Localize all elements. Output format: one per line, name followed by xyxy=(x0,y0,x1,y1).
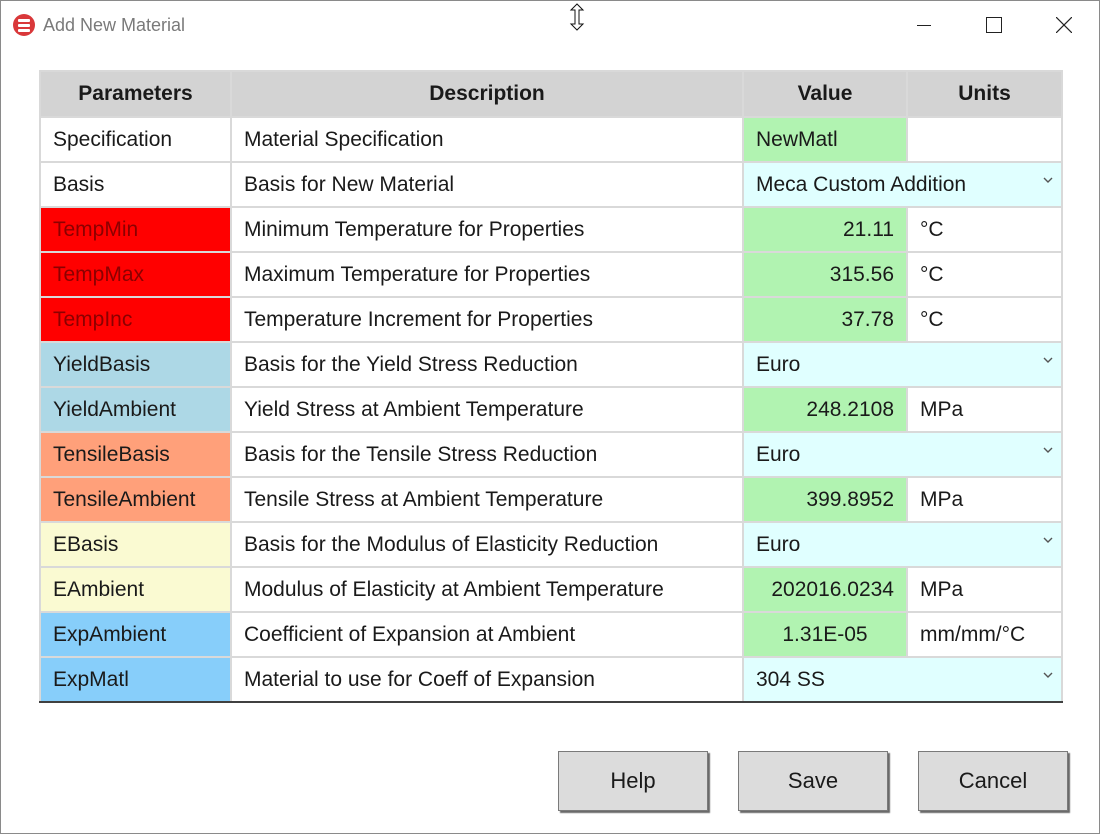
description-cell: Basis for the Yield Stress Reduction xyxy=(230,341,744,388)
cancel-button[interactable]: Cancel xyxy=(918,751,1068,811)
value-dropdown[interactable]: Euro xyxy=(742,341,1063,388)
maximize-button[interactable] xyxy=(959,1,1029,49)
save-button[interactable]: Save xyxy=(738,751,888,811)
description-cell: Coefficient of Expansion at Ambient xyxy=(230,611,744,658)
maximize-icon xyxy=(986,17,1002,33)
units-cell: MPa xyxy=(906,476,1063,523)
units-cell: °C xyxy=(906,296,1063,343)
title-bar[interactable]: Add New Material xyxy=(1,1,1099,49)
table-row: Basis Basis for New Material Meca Custom A… xyxy=(39,161,1063,208)
param-cell: Specification xyxy=(39,116,232,163)
table-row: TempMin Minimum Temperature for Propertie… xyxy=(39,206,1063,253)
close-button[interactable] xyxy=(1029,1,1099,49)
dropdown-selected-value: Euro xyxy=(756,442,801,466)
dropdown-selected-value: 304 SS xyxy=(756,667,825,691)
description-cell: Tensile Stress at Ambient Temperature xyxy=(230,476,744,523)
units-cell xyxy=(906,116,1063,163)
table-row: ExpAmbient Coefficient of Expansion at Am… xyxy=(39,611,1063,658)
param-cell: EBasis xyxy=(39,521,232,568)
param-cell: TempInc xyxy=(39,296,232,343)
table-row: TensileAmbient Tensile Stress at Ambient … xyxy=(39,476,1063,523)
close-icon xyxy=(1056,17,1072,33)
value-input[interactable]: 202016.0234 xyxy=(742,566,908,613)
window-title: Add New Material xyxy=(43,15,186,35)
table-row: TempInc Temperature Increment for Propert… xyxy=(39,296,1063,343)
param-cell: EAmbient xyxy=(39,566,232,613)
minimize-icon xyxy=(917,25,931,26)
dropdown-selected-value: Meca Custom Addition xyxy=(756,172,967,196)
table-row: ExpMatl Material to use for Coeff of Expa… xyxy=(39,656,1063,703)
header-units[interactable]: Units xyxy=(906,70,1063,118)
table-row: YieldAmbient Yield Stress at Ambient Temp… xyxy=(39,386,1063,433)
description-cell: Basis for the Modulus of Elasticity Redu… xyxy=(230,521,744,568)
help-button[interactable]: Help xyxy=(558,751,708,811)
value-input[interactable]: 1.31E-05 xyxy=(742,611,908,658)
table-row: Specification Material Specification NewMa… xyxy=(39,116,1063,163)
param-cell: ExpMatl xyxy=(39,656,232,703)
description-cell: Maximum Temperature for Properties xyxy=(230,251,744,298)
value-dropdown[interactable]: Euro xyxy=(742,521,1063,568)
param-cell: Basis xyxy=(39,161,232,208)
param-cell: TensileBasis xyxy=(39,431,232,478)
chevron-down-icon xyxy=(1043,177,1053,183)
material-parameters-table: Parameters Description Value Units Speci… xyxy=(39,70,1063,703)
description-cell: Yield Stress at Ambient Temperature xyxy=(230,386,744,433)
value-dropdown[interactable]: Euro xyxy=(742,431,1063,478)
description-cell: Minimum Temperature for Properties xyxy=(230,206,744,253)
value-input[interactable]: 399.8952 xyxy=(742,476,908,523)
value-dropdown[interactable]: Meca Custom Addition xyxy=(742,161,1063,208)
resize-cursor-icon xyxy=(569,3,585,31)
param-cell: TempMin xyxy=(39,206,232,253)
param-cell: ExpAmbient xyxy=(39,611,232,658)
description-cell: Material Specification xyxy=(230,116,744,163)
units-cell: MPa xyxy=(906,566,1063,613)
param-cell: YieldAmbient xyxy=(39,386,232,433)
value-input[interactable]: 37.78 xyxy=(742,296,908,343)
table-row: TensileBasis Basis for the Tensile Stress… xyxy=(39,431,1063,478)
chevron-down-icon xyxy=(1043,537,1053,543)
chevron-down-icon xyxy=(1043,672,1053,678)
chevron-down-icon xyxy=(1043,357,1053,363)
param-cell: TempMax xyxy=(39,251,232,298)
value-dropdown[interactable]: 304 SS xyxy=(742,656,1063,703)
description-cell: Basis for the Tensile Stress Reduction xyxy=(230,431,744,478)
description-cell: Modulus of Elasticity at Ambient Tempera… xyxy=(230,566,744,613)
app-logo-icon xyxy=(13,14,35,36)
header-description[interactable]: Description xyxy=(230,70,744,118)
dropdown-selected-value: Euro xyxy=(756,352,801,376)
param-cell: YieldBasis xyxy=(39,341,232,388)
value-input[interactable]: 315.56 xyxy=(742,251,908,298)
units-cell: °C xyxy=(906,251,1063,298)
description-cell: Temperature Increment for Properties xyxy=(230,296,744,343)
units-cell: mm/mm/°C xyxy=(906,611,1063,658)
description-cell: Basis for New Material xyxy=(230,161,744,208)
value-input[interactable]: NewMatl xyxy=(742,116,908,163)
table-row: EBasis Basis for the Modulus of Elasticit… xyxy=(39,521,1063,568)
table-row: YieldBasis Basis for the Yield Stress Red… xyxy=(39,341,1063,388)
param-cell: TensileAmbient xyxy=(39,476,232,523)
table-header-row: Parameters Description Value Units xyxy=(39,70,1063,118)
description-cell: Material to use for Coeff of Expansion xyxy=(230,656,744,703)
table-row: TempMax Maximum Temperature for Propertie… xyxy=(39,251,1063,298)
header-value[interactable]: Value xyxy=(742,70,908,118)
chevron-down-icon xyxy=(1043,447,1053,453)
value-input[interactable]: 248.2108 xyxy=(742,386,908,433)
value-input[interactable]: 21.11 xyxy=(742,206,908,253)
header-parameters[interactable]: Parameters xyxy=(39,70,232,118)
dropdown-selected-value: Euro xyxy=(756,532,801,556)
units-cell: °C xyxy=(906,206,1063,253)
minimize-button[interactable] xyxy=(889,1,959,49)
units-cell: MPa xyxy=(906,386,1063,433)
table-row: EAmbient Modulus of Elasticity at Ambient… xyxy=(39,566,1063,613)
